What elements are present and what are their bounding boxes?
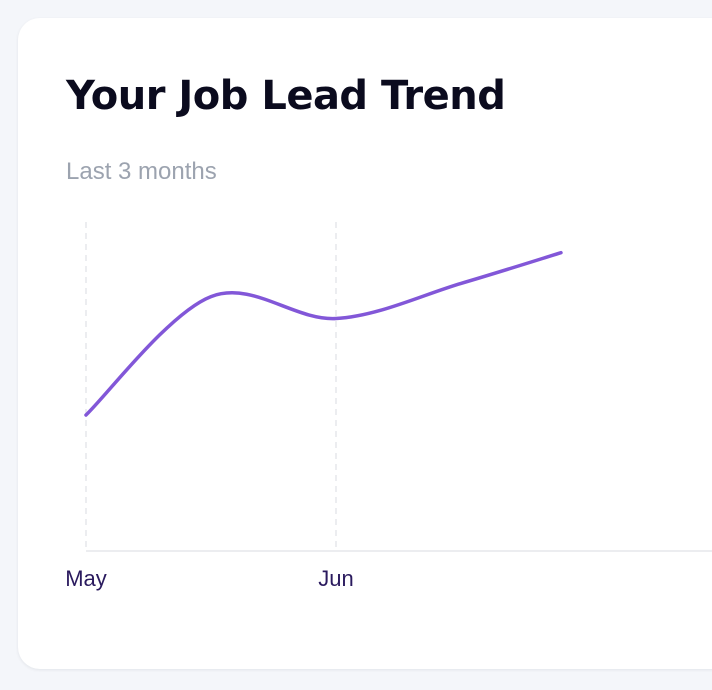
- x-axis-ticks: May Jun: [65, 566, 354, 591]
- x-tick-jun: Jun: [318, 566, 353, 591]
- x-tick-may: May: [65, 566, 107, 591]
- card-subtitle: Last 3 months: [66, 158, 217, 185]
- grid-lines: [85, 222, 337, 551]
- trend-card: Your Job Lead Trend Last 3 months: [18, 18, 712, 669]
- lead-trend-line: [84, 250, 563, 417]
- card-title: Your Job Lead Trend: [66, 73, 506, 119]
